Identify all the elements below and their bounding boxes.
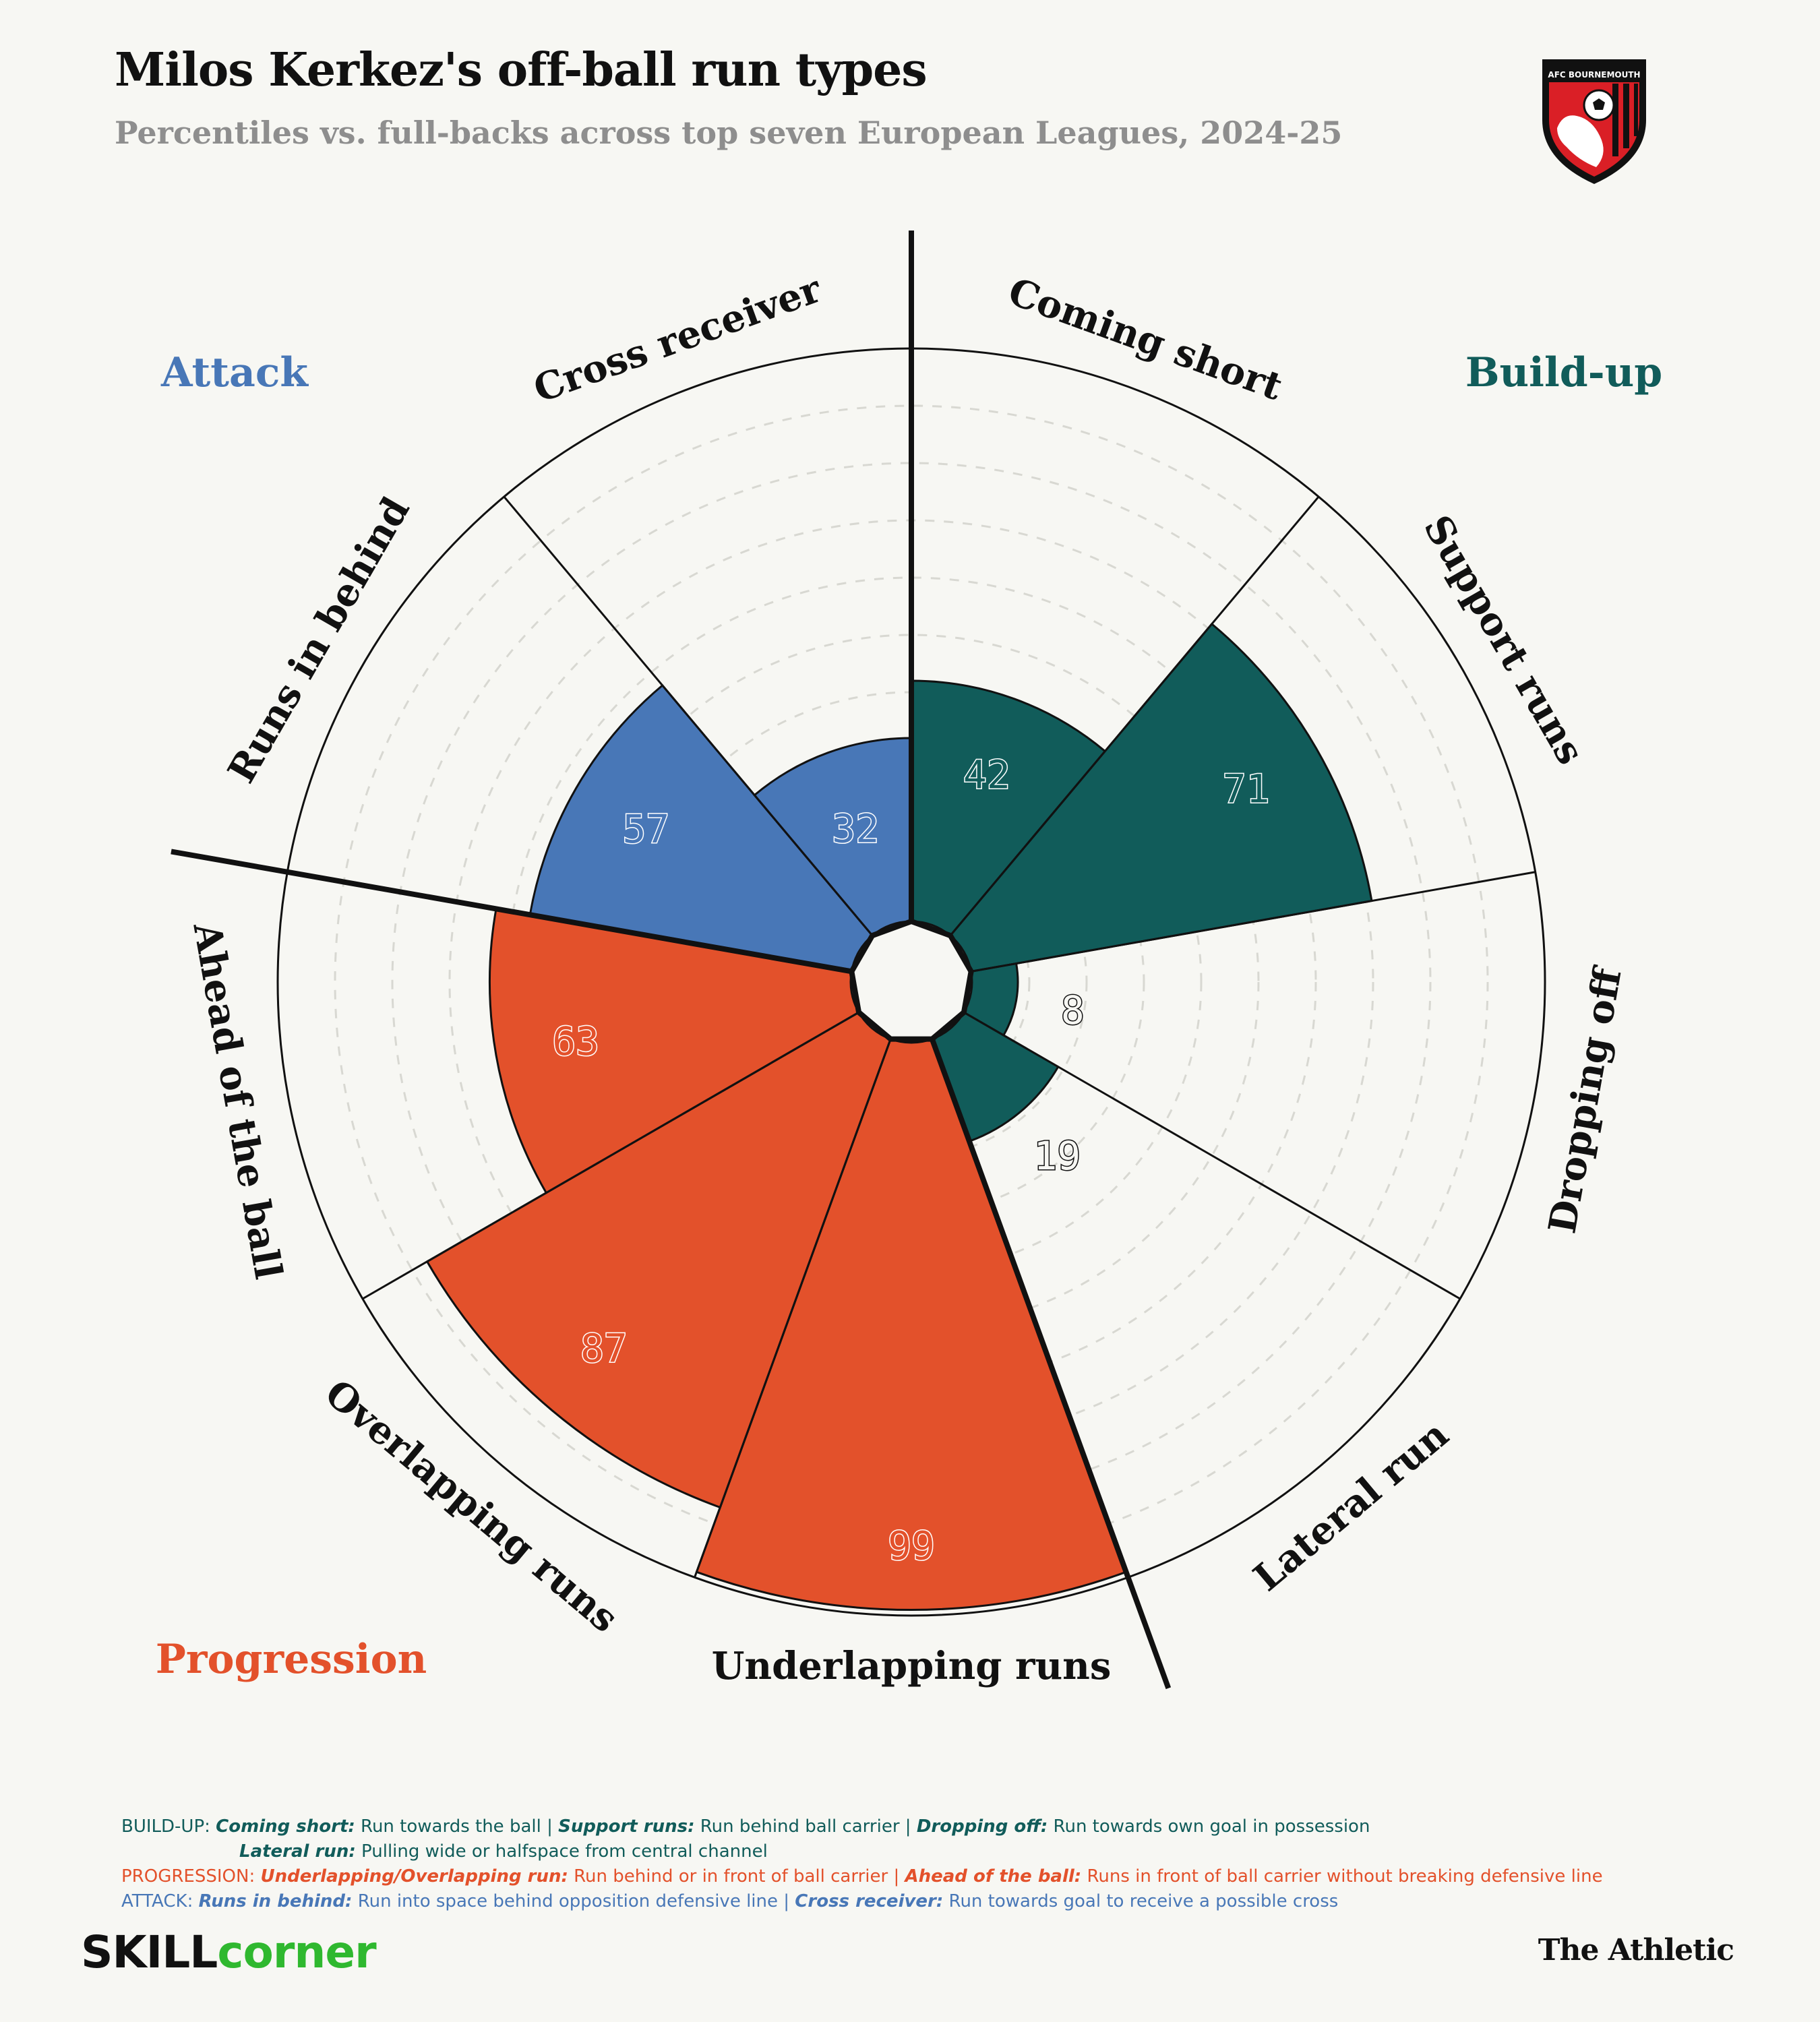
chart-separators (171, 231, 1536, 1690)
grid-circle (334, 404, 1489, 1560)
legend-desc: Run towards the ball | (355, 1816, 559, 1837)
wedge-underlapping-runs (695, 1037, 1128, 1611)
group-label-attack: Attack (160, 349, 309, 396)
value-label: 32 (832, 806, 879, 852)
chart-center-hole (849, 918, 974, 1042)
page-title: Milos Kerkez's off-ball run types (115, 43, 928, 97)
sector-boundary (949, 495, 1320, 937)
grid-circle (563, 634, 1260, 1330)
category-label: Ahead of the ball (184, 919, 291, 1283)
wedge-runs-in-behind (528, 683, 874, 973)
value-label: 19 (1033, 1133, 1081, 1179)
legend-term: Ahead of the ball: (905, 1866, 1082, 1887)
legend-build-up: BUILD-UP: Coming short: Run towards the … (121, 1814, 1780, 1839)
wedge-support-runs (948, 622, 1373, 973)
wedge-dropping-off (962, 962, 1019, 1037)
the-athletic-logo: The Athletic (1538, 1933, 1734, 1967)
legend-desc: Run into space behind opposition defensi… (352, 1891, 795, 1911)
value-label: 87 (580, 1326, 628, 1372)
value-label: 8 (1061, 987, 1085, 1033)
afc-bournemouth-crest-icon: AFC BOURNEMOUTH (1542, 59, 1646, 184)
legend-build-up-line2: Lateral run: Pulling wide or halfspace f… (121, 1839, 1780, 1864)
value-label: 42 (963, 752, 1010, 798)
wedge-overlapping-runs (425, 1010, 892, 1509)
logo-text: AFC BOURNEMOUTH (1548, 70, 1640, 80)
legend-desc: Pulling wide or halfspace from central c… (355, 1841, 768, 1862)
legend-term: Underlapping/Overlapping run: (260, 1866, 568, 1887)
category-label: Dropping off (1540, 963, 1631, 1237)
wedge-cross-receiver (753, 737, 913, 938)
chart-wedges (425, 622, 1373, 1611)
legend-desc: Run behind ball carrier | (694, 1816, 917, 1837)
group-label-progression: Progression (156, 1636, 427, 1683)
skillcorner-logo-part: SKILL (81, 1926, 218, 1978)
group-separator (930, 1038, 1172, 1690)
legend-desc: Run behind or in front of ball carrier | (568, 1866, 905, 1887)
legend-desc: Run towards goal to receive a possible c… (943, 1891, 1339, 1911)
sector-boundary (503, 495, 874, 937)
sector-boundary (362, 1011, 859, 1300)
value-label: 57 (622, 806, 669, 852)
legend-term: Coming short: (216, 1816, 355, 1837)
legend-progression-head: PROGRESSION: (121, 1866, 261, 1887)
legend-term: Cross receiver: (795, 1891, 944, 1911)
legend-term: Dropping off: (916, 1816, 1048, 1837)
sector-boundary (694, 1039, 892, 1578)
legend-build-up-head: BUILD-UP: (121, 1816, 216, 1837)
legend-term: Lateral run: (239, 1841, 356, 1862)
group-separator (171, 849, 853, 975)
skillcorner-logo-part: corner (217, 1926, 376, 1978)
chart-legend: BUILD-UP: Coming short: Run towards the … (121, 1814, 1780, 1914)
wedge-lateral-run (930, 1010, 1060, 1143)
value-label: 71 (1223, 766, 1270, 811)
legend-progression: PROGRESSION: Underlapping/Overlapping ru… (121, 1864, 1780, 1889)
group-label-build-up: Build-up (1465, 349, 1662, 396)
legend-attack: ATTACK: Runs in behind: Run into space b… (121, 1889, 1780, 1914)
wedge-ahead-of-the-ball (489, 907, 861, 1194)
legend-attack-head: ATTACK: (121, 1891, 199, 1911)
sector-boundary (971, 871, 1536, 973)
skillcorner-logo: SKILLcorner (81, 1926, 377, 1978)
sector-boundary (963, 1011, 1461, 1300)
legend-term: Runs in behind: (198, 1891, 353, 1911)
value-label: 99 (888, 1523, 935, 1569)
page-subtitle: Percentiles vs. full-backs across top se… (115, 115, 1343, 151)
category-label: Underlapping runs (712, 1644, 1112, 1688)
legend-desc: Run towards own goal in possession (1048, 1816, 1370, 1837)
legend-desc: Runs in front of ball carrier without br… (1081, 1866, 1603, 1887)
wedge-coming-short (910, 679, 1107, 938)
value-label: 63 (552, 1018, 599, 1064)
legend-term: Support runs: (558, 1816, 695, 1837)
